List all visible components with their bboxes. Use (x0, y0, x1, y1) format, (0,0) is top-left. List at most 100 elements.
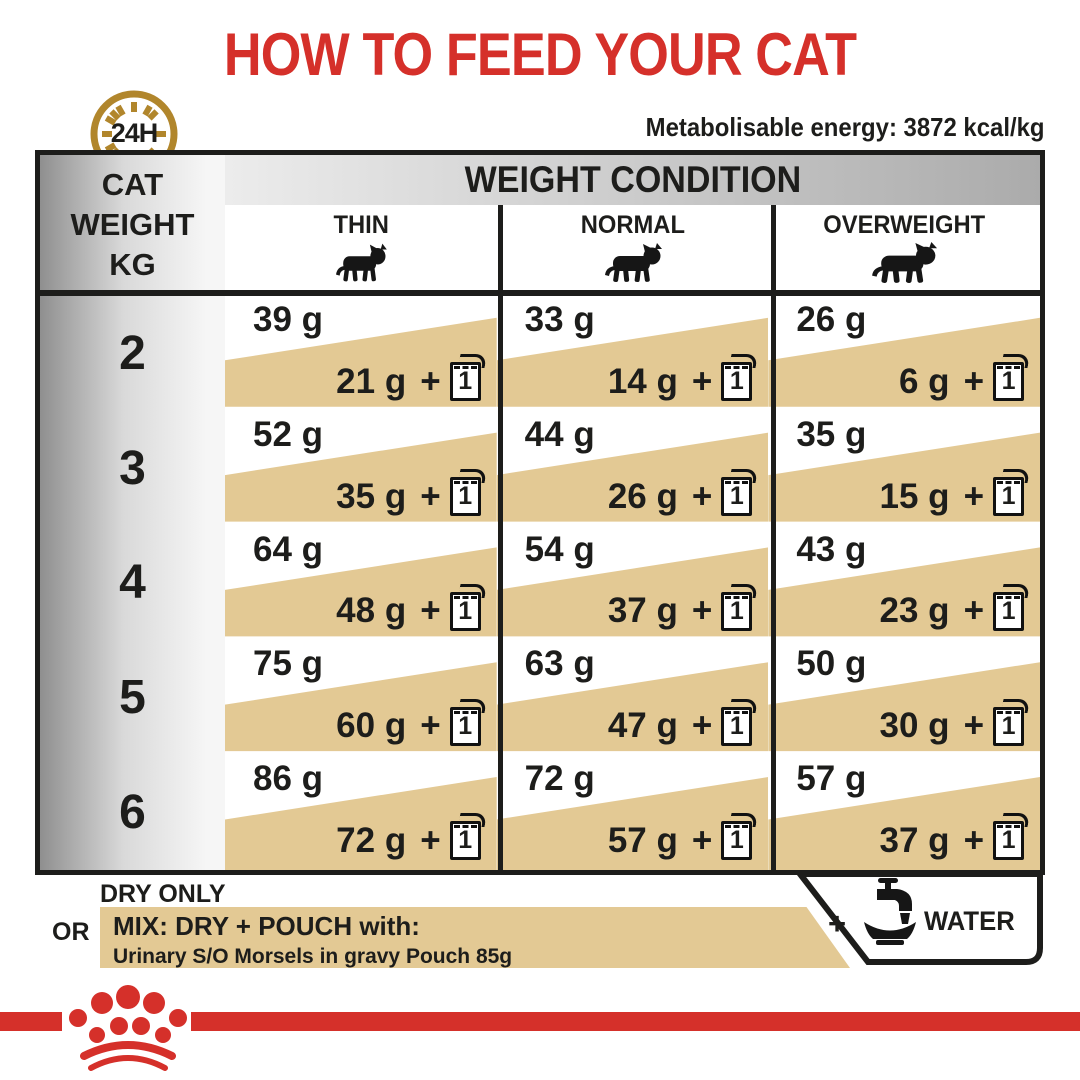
corner-line-3: KG (109, 247, 156, 282)
water-callout: + WATER (790, 866, 1046, 970)
weight-3: 3 (119, 441, 146, 495)
cell-4kg-overweight: 43 g 23 g +1 (768, 526, 1041, 641)
overweight-cat-icon (872, 242, 938, 284)
header-separator-line (40, 290, 1040, 296)
cell-2kg-overweight: 26 g 6 g +1 (768, 296, 1041, 411)
cell-5kg-normal: 63 g 47 g +1 (496, 640, 769, 755)
dry-amount: 86 g (253, 759, 324, 799)
dry-amount: 64 g (253, 529, 324, 569)
weight-condition-header: WEIGHT CONDITION (225, 155, 1040, 205)
cell-4kg-normal: 54 g 37 g +1 (496, 526, 769, 641)
weight-4: 4 (119, 556, 146, 610)
thin-cat-icon (335, 243, 387, 282)
column-divider (498, 205, 503, 870)
cell-3kg-normal: 44 g 26 g +1 (496, 411, 769, 526)
mix-amount: 47 g +1 (608, 706, 759, 746)
energy-note: Metabolisable energy: 3872 kcal/kg (646, 112, 1045, 142)
dry-amount: 39 g (253, 300, 324, 339)
water-label: WATER (924, 906, 1015, 936)
cell-6kg-thin: 86 g 72 g +1 (225, 755, 497, 870)
mix-amount: 57 g +1 (608, 821, 759, 861)
or-label: OR (52, 918, 90, 946)
page-title: HOW TO FEED YOUR CAT (223, 21, 857, 88)
dry-amount: 33 g (524, 300, 595, 339)
dry-amount: 26 g (796, 300, 867, 339)
pouch-icon: 1 (993, 477, 1025, 517)
cell-6kg-overweight: 57 g 37 g +1 (768, 755, 1041, 870)
mix-amount: 26 g +1 (608, 477, 759, 517)
mix-amount: 60 g +1 (336, 706, 487, 746)
mix-amount: 23 g +1 (880, 591, 1031, 631)
weight-5: 5 (119, 671, 146, 725)
table-row: 52 g 35 g +1 44 g 26 g +1 35 g 15 g +1 (225, 411, 1041, 526)
dry-amount: 50 g (796, 644, 867, 684)
cell-2kg-normal: 33 g 14 g +1 (496, 296, 769, 411)
table-row: 86 g 72 g +1 72 g 57 g +1 57 g 37 g +1 (225, 755, 1041, 870)
mix-legend-band: MIX: DRY + POUCH with: Urinary S/O Morse… (100, 907, 850, 968)
cell-6kg-normal: 72 g 57 g +1 (496, 755, 769, 870)
condition-normal: NORMAL (497, 205, 769, 290)
mix-amount: 37 g +1 (608, 591, 759, 631)
dry-amount: 57 g (796, 759, 867, 799)
cell-2kg-thin: 39 g 21 g +1 (225, 296, 497, 411)
brand-line-right (191, 1012, 1080, 1031)
faucet-icon (864, 878, 916, 945)
pouch-icon: 1 (721, 362, 753, 402)
table-rows: 39 g 21 g +1 33 g 14 g +1 26 g 6 g +1 52 g … (225, 296, 1041, 870)
feeding-table: CAT WEIGHT KG WEIGHT CONDITION THIN NORM… (35, 150, 1045, 875)
mix-amount: 15 g +1 (880, 477, 1031, 517)
pouch-icon: 1 (993, 362, 1025, 402)
water-plus: + (828, 906, 847, 941)
cell-5kg-thin: 75 g 60 g +1 (225, 640, 497, 755)
dry-only-label: DRY ONLY (100, 880, 226, 908)
dry-amount: 44 g (524, 414, 595, 454)
table-row: 64 g 48 g +1 54 g 37 g +1 43 g 23 g +1 (225, 526, 1041, 641)
mix-amount: 35 g +1 (336, 477, 487, 517)
dry-amount: 43 g (796, 529, 867, 569)
pouch-icon: 1 (721, 591, 753, 631)
table-row: 39 g 21 g +1 33 g 14 g +1 26 g 6 g +1 (225, 296, 1041, 411)
mix-amount: 14 g +1 (608, 362, 759, 402)
cell-3kg-overweight: 35 g 15 g +1 (768, 411, 1041, 526)
condition-overweight: OVERWEIGHT (768, 205, 1040, 290)
mix-amount: 72 g +1 (336, 821, 487, 861)
pouch-icon: 1 (721, 477, 753, 517)
water-box-border (793, 871, 1043, 965)
normal-cat-icon (604, 243, 662, 283)
weight-column: 2 3 4 5 6 (40, 296, 225, 870)
clock-label: 24H (110, 118, 159, 148)
corner-line-1: CAT (101, 167, 164, 202)
pouch-icon: 1 (721, 706, 753, 746)
cat-weight-header: CAT WEIGHT KG (40, 155, 225, 870)
dry-amount: 54 g (524, 529, 595, 569)
mix-amount: 37 g +1 (880, 821, 1031, 861)
mix-detail: Urinary S/O Morsels in gravy Pouch 85g (113, 945, 513, 968)
table-row: 75 g 60 g +1 63 g 47 g +1 50 g 30 g +1 (225, 640, 1041, 755)
mix-amount: 30 g +1 (880, 706, 1031, 746)
pouch-icon: 1 (993, 591, 1025, 631)
mix-amount: 48 g +1 (336, 591, 487, 631)
pouch-icon: 1 (449, 591, 481, 631)
cell-3kg-thin: 52 g 35 g +1 (225, 411, 497, 526)
dry-amount: 63 g (524, 644, 595, 684)
pouch-icon: 1 (449, 706, 481, 746)
corner-line-2: WEIGHT (70, 207, 195, 242)
cell-5kg-overweight: 50 g 30 g +1 (768, 640, 1041, 755)
dry-amount: 35 g (796, 414, 867, 454)
dry-amount: 52 g (253, 414, 324, 454)
mix-amount: 21 g +1 (336, 362, 487, 402)
pouch-icon: 1 (993, 821, 1025, 861)
pouch-icon: 1 (993, 706, 1025, 746)
condition-subheaders: THIN NORMAL OVERWEIGHT (225, 205, 1040, 290)
condition-thin: THIN (225, 205, 497, 290)
dry-amount: 75 g (253, 644, 324, 684)
column-divider (771, 205, 776, 870)
cell-4kg-thin: 64 g 48 g +1 (225, 526, 497, 641)
mix-amount: 6 g +1 (899, 362, 1030, 402)
pouch-icon: 1 (449, 362, 481, 402)
mix-title: MIX: DRY + POUCH with: (113, 911, 420, 941)
weight-2: 2 (119, 326, 146, 380)
weight-6: 6 (119, 786, 146, 840)
dry-amount: 72 g (524, 759, 595, 799)
